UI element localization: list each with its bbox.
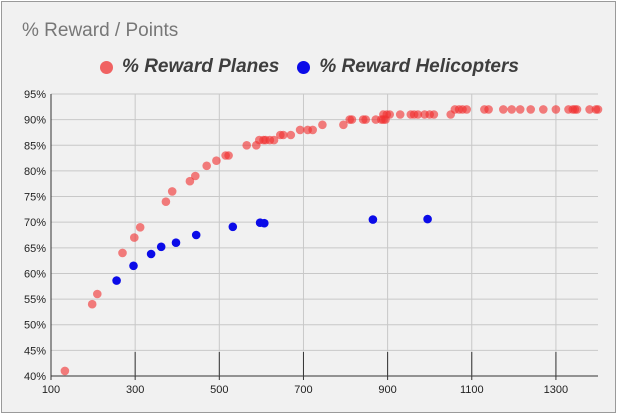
data-point (361, 115, 371, 124)
x-tick-label: 300 (126, 384, 144, 396)
legend-label-helicopters: % Reward Helicopters (319, 56, 519, 77)
chart-title: % Reward / Points (22, 20, 179, 41)
data-point (515, 105, 525, 114)
data-point (130, 233, 139, 242)
data-point (167, 187, 177, 196)
axes: 40% 45% 50% 55% 60% 65% 70% 75% 80% 85% 90% 95% 100 3… (24, 89, 568, 396)
series-planes (60, 105, 603, 376)
chart-legend: % Reward Planes % Reward Helicopters (0, 54, 619, 80)
data-point (593, 105, 603, 114)
data-point (395, 110, 405, 119)
data-point (286, 130, 296, 140)
data-series (60, 105, 603, 376)
data-point (118, 248, 127, 258)
data-point (156, 242, 166, 252)
data-point (224, 151, 233, 160)
data-point (279, 130, 288, 140)
data-point (308, 125, 318, 135)
data-point (423, 214, 432, 224)
x-tick-label: 1300 (544, 384, 568, 396)
x-tick-label: 500 (210, 384, 228, 396)
data-point (185, 176, 195, 186)
y-tick-label: 85% (24, 140, 46, 152)
data-point (161, 197, 171, 206)
y-tick-label: 75% (24, 192, 46, 204)
data-point (260, 218, 269, 228)
data-point (212, 156, 221, 165)
data-point (429, 110, 439, 119)
legend-item-planes: % Reward Planes (100, 56, 279, 78)
data-point (93, 289, 102, 299)
data-point (135, 223, 145, 232)
y-tick-label: 95% (24, 89, 46, 101)
data-point (318, 120, 327, 130)
data-point (484, 105, 493, 114)
legend-swatch-helicopters (297, 60, 311, 74)
data-point (368, 215, 378, 224)
x-tick-label: 700 (294, 384, 312, 396)
data-point (191, 230, 201, 240)
grid-lines (50, 93, 598, 377)
data-point (462, 105, 472, 114)
x-tick-label: 100 (42, 384, 60, 396)
y-tick-label: 90% (24, 115, 46, 127)
x-tick-label: 900 (378, 384, 396, 396)
data-point (295, 125, 305, 135)
y-tick-label: 55% (24, 294, 46, 306)
legend-swatch-planes (100, 60, 114, 74)
legend-label-planes: % Reward Planes (122, 56, 280, 77)
y-tick-label: 50% (24, 320, 46, 332)
data-point (385, 110, 395, 119)
data-point (339, 120, 348, 130)
y-tick-label: 80% (24, 166, 46, 178)
data-point (551, 105, 561, 114)
data-point (112, 276, 121, 285)
y-tick-label: 60% (24, 268, 46, 280)
data-point (572, 105, 582, 114)
data-point (228, 222, 238, 232)
y-tick-label: 70% (24, 217, 46, 229)
data-point (202, 161, 211, 171)
data-point (242, 141, 251, 150)
data-point (60, 366, 70, 376)
data-point (507, 105, 516, 114)
data-point (269, 135, 279, 145)
data-point (499, 105, 508, 114)
data-point (539, 105, 548, 114)
series-helicopters (112, 214, 432, 285)
data-point (171, 238, 181, 247)
data-point (146, 249, 156, 259)
data-point (413, 110, 423, 119)
data-point (87, 299, 97, 309)
x-tick-label: 1100 (460, 384, 484, 396)
data-point (191, 171, 200, 181)
data-point (347, 115, 357, 124)
y-tick-label: 45% (24, 345, 46, 357)
y-tick-label: 65% (24, 243, 46, 255)
data-point (526, 105, 535, 114)
data-point (585, 105, 594, 114)
legend-item-helicopters: % Reward Helicopters (297, 56, 519, 78)
y-tick-label: 40% (24, 371, 46, 383)
data-point (129, 261, 138, 271)
